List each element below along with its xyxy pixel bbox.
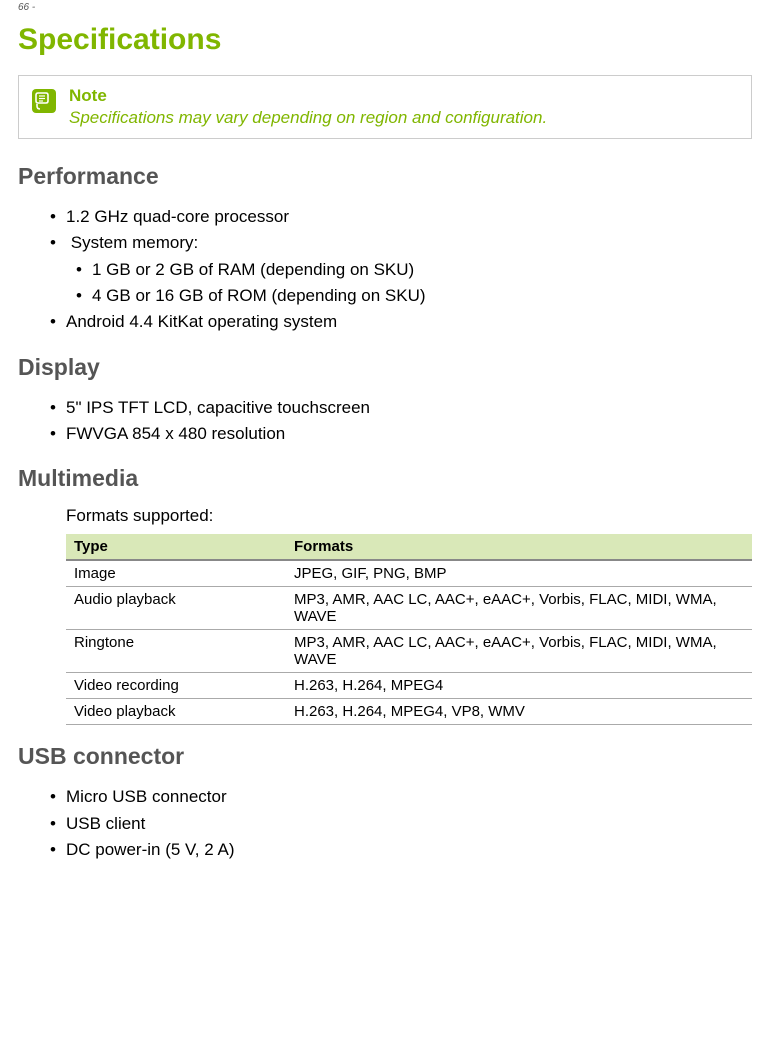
list-item: 1 GB or 2 GB of RAM (depending on SKU) bbox=[92, 257, 752, 283]
table-row: Ringtone MP3, AMR, AAC LC, AAC+, eAAC+, … bbox=[66, 630, 752, 673]
table-cell: MP3, AMR, AAC LC, AAC+, eAAC+, Vorbis, F… bbox=[286, 587, 752, 630]
table-cell: JPEG, GIF, PNG, BMP bbox=[286, 560, 752, 587]
table-cell: Image bbox=[66, 560, 286, 587]
display-list: 5" IPS TFT LCD, capacitive touchscreen F… bbox=[66, 395, 752, 448]
note-label: Note bbox=[69, 86, 739, 106]
list-item: 4 GB or 16 GB of ROM (depending on SKU) bbox=[92, 283, 752, 309]
page-number: 66 - bbox=[18, 2, 752, 13]
table-header: Formats bbox=[286, 534, 752, 560]
table-row: Image JPEG, GIF, PNG, BMP bbox=[66, 560, 752, 587]
table-cell: H.263, H.264, MPEG4 bbox=[286, 673, 752, 699]
performance-list: 1.2 GHz quad-core processor System memor… bbox=[66, 204, 752, 336]
table-cell: Video playback bbox=[66, 699, 286, 725]
page-title: Specifications bbox=[18, 23, 752, 57]
list-item: USB client bbox=[66, 811, 752, 837]
note-body: Specifications may vary depending on reg… bbox=[69, 108, 739, 128]
table-cell: Video recording bbox=[66, 673, 286, 699]
list-item: 5" IPS TFT LCD, capacitive touchscreen bbox=[66, 395, 752, 421]
table-row: Audio playback MP3, AMR, AAC LC, AAC+, e… bbox=[66, 587, 752, 630]
table-cell: MP3, AMR, AAC LC, AAC+, eAAC+, Vorbis, F… bbox=[286, 630, 752, 673]
table-cell: H.263, H.264, MPEG4, VP8, WMV bbox=[286, 699, 752, 725]
note-callout: Note Specifications may vary depending o… bbox=[18, 75, 752, 139]
formats-table: Type Formats Image JPEG, GIF, PNG, BMP A… bbox=[66, 534, 752, 725]
heading-multimedia: Multimedia bbox=[18, 465, 752, 492]
table-row: Video recording H.263, H.264, MPEG4 bbox=[66, 673, 752, 699]
table-row: Video playback H.263, H.264, MPEG4, VP8,… bbox=[66, 699, 752, 725]
heading-usb: USB connector bbox=[18, 743, 752, 770]
multimedia-leadin: Formats supported: bbox=[66, 506, 752, 526]
list-item: System memory: 1 GB or 2 GB of RAM (depe… bbox=[66, 230, 752, 309]
table-header-row: Type Formats bbox=[66, 534, 752, 560]
heading-performance: Performance bbox=[18, 163, 752, 190]
usb-list: Micro USB connector USB client DC power-… bbox=[66, 784, 752, 863]
list-item: 1.2 GHz quad-core processor bbox=[66, 204, 752, 230]
heading-display: Display bbox=[18, 354, 752, 381]
table-header: Type bbox=[66, 534, 286, 560]
table-cell: Audio playback bbox=[66, 587, 286, 630]
list-item: FWVGA 854 x 480 resolution bbox=[66, 421, 752, 447]
list-item: Android 4.4 KitKat operating system bbox=[66, 309, 752, 335]
list-item: Micro USB connector bbox=[66, 784, 752, 810]
note-icon bbox=[31, 88, 59, 119]
list-item: DC power-in (5 V, 2 A) bbox=[66, 837, 752, 863]
table-cell: Ringtone bbox=[66, 630, 286, 673]
list-item-label: System memory: bbox=[71, 233, 199, 252]
